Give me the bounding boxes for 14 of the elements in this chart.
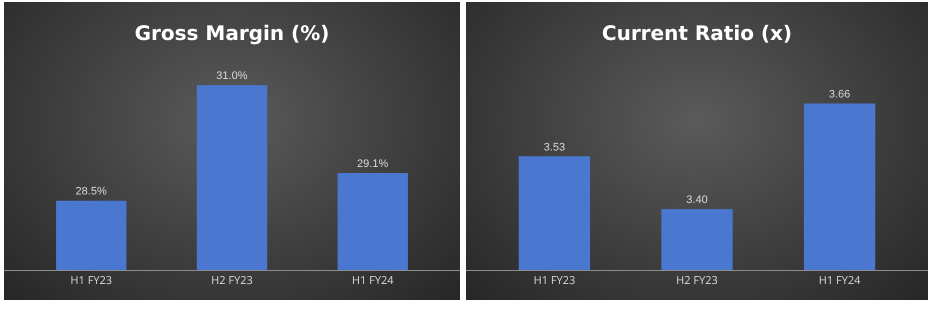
data-label: 3.40	[686, 194, 708, 206]
data-label: 29.1%	[357, 158, 388, 170]
x-tick-label: H1 FY23	[534, 273, 576, 288]
x-tick-label: H1 FY24	[818, 273, 862, 288]
data-label: 3.53	[544, 141, 566, 154]
data-label: 28.5%	[76, 186, 107, 198]
text: Gross Margin (%)	[134, 20, 330, 45]
data-label: 3.66	[828, 88, 850, 101]
x-tick-label: H1 FY23	[70, 273, 112, 288]
x-tick-label: H2 FY23	[211, 273, 253, 288]
x-tick-label: H1 FY24	[352, 273, 394, 288]
text: Current Ratio (x)	[602, 20, 792, 45]
data-label: 31.0%	[216, 70, 248, 82]
x-tick-label: H2 FY23	[676, 273, 718, 288]
